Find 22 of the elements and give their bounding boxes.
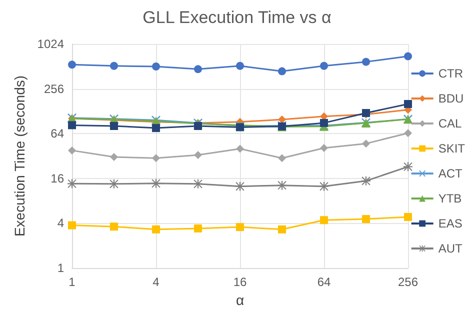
legend-label: CTR <box>438 66 464 80</box>
legend-label: ACT <box>438 166 463 180</box>
y-tick-label: 1 <box>57 261 64 275</box>
y-tick-label: 1024 <box>37 37 64 51</box>
x-tick-label: 64 <box>317 275 331 289</box>
y-tick-label: 16 <box>50 171 64 186</box>
legend-label: AUT <box>438 242 463 256</box>
y-axis-title: Execution Time (seconds) <box>11 75 28 237</box>
chart-title: GLL Execution Time vs α <box>142 8 332 27</box>
y-tick-label: 4 <box>57 216 64 230</box>
x-tick-label: 16 <box>233 275 247 289</box>
legend-label: CAL <box>438 116 462 130</box>
x-tick-label: 1 <box>68 275 76 289</box>
legend-label: YTB <box>438 192 462 206</box>
x-tick-label: 256 <box>398 275 418 289</box>
legend-label: BDU <box>438 92 464 106</box>
x-tick-label: 4 <box>152 275 160 289</box>
y-tick-label: 64 <box>50 126 64 141</box>
legend-label: SKIT <box>438 142 466 156</box>
y-tick-label: 256 <box>44 82 64 96</box>
x-axis-title: α <box>236 292 244 308</box>
legend-label: EAS <box>438 216 462 230</box>
